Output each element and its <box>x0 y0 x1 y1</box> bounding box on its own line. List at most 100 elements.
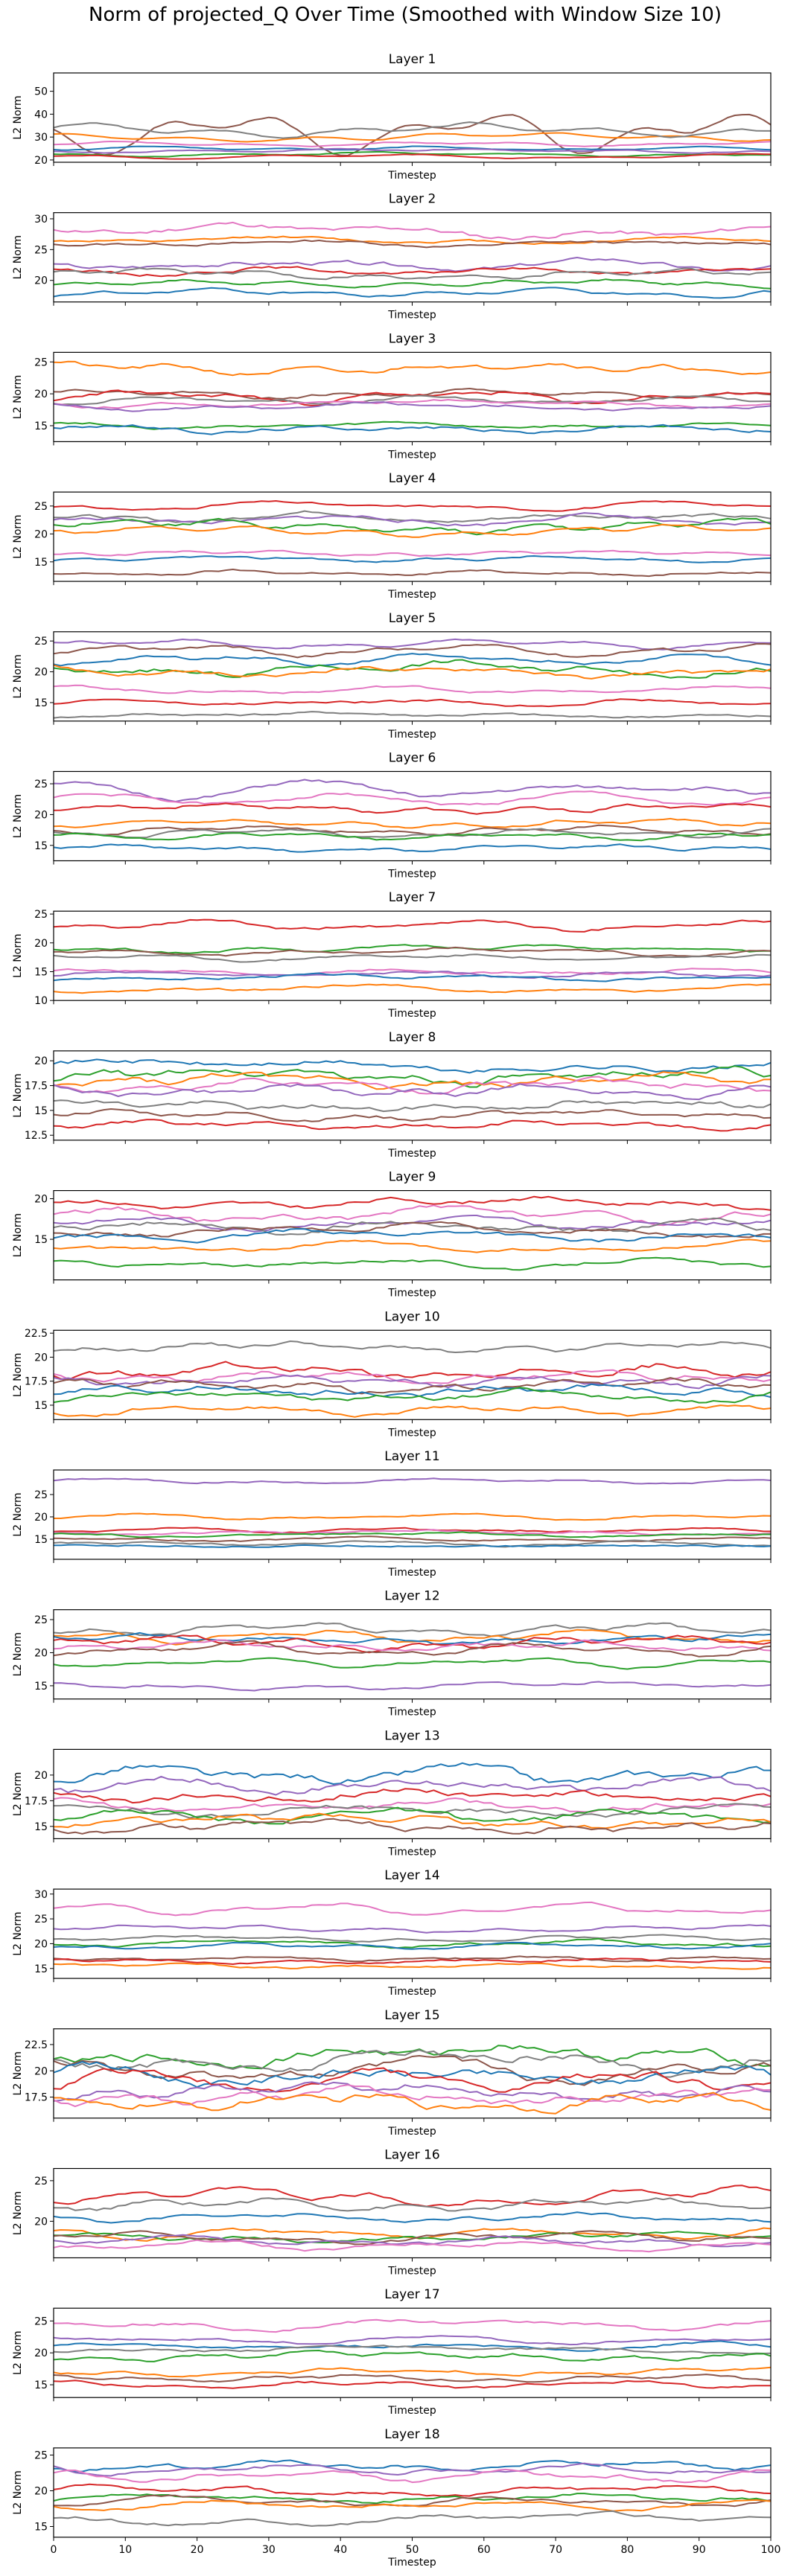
y-tick-label: 20 <box>34 1512 48 1524</box>
chart-title: Layer 1 <box>389 52 436 67</box>
chart-title: Layer 17 <box>384 2287 439 2302</box>
series-line-7 <box>53 278 772 290</box>
series-line-3 <box>53 1788 772 1804</box>
x-axis-label: Timestep <box>387 2126 436 2138</box>
y-tick-label: 20 <box>34 1055 48 1067</box>
chart-title: Layer 6 <box>389 751 436 766</box>
chart-layer-10: Layer 10 15 17.5 20 22.5 Timestep L2 Norm <box>12 1309 772 1439</box>
y-tick-label: 15 <box>34 1681 48 1693</box>
chart-layer-11: Layer 11 15 20 25 Timestep L2 Norm <box>12 1449 772 1579</box>
y-tick-label: 25 <box>34 2176 48 2187</box>
plot-frame <box>53 72 772 163</box>
y-axis-label: L2 Norm <box>12 1911 24 1955</box>
series-line-5 <box>53 824 772 837</box>
series-line-1 <box>53 779 771 802</box>
y-tick-label: 20 <box>34 389 48 400</box>
x-axis-label: Timestep <box>387 869 436 880</box>
series-line-7 <box>53 1108 772 1122</box>
y-tick-label: 20 <box>34 528 48 540</box>
y-tick-label: 25 <box>34 1614 48 1626</box>
series-line-1 <box>53 1762 772 1785</box>
series-line-8 <box>53 1681 772 1692</box>
y-axis-label: L2 Norm <box>12 2331 24 2375</box>
series-line-7 <box>53 1387 772 1404</box>
series-line-4 <box>53 517 772 536</box>
series-line-5 <box>53 1083 772 1101</box>
x-tick-label: 70 <box>549 2544 562 2556</box>
series-line-5 <box>53 399 772 409</box>
series-line-1 <box>53 1477 772 1485</box>
series-line-3 <box>53 512 772 527</box>
y-tick-label: 17.5 <box>25 1081 48 1093</box>
y-tick-label: 20 <box>34 809 48 821</box>
series-line-4 <box>53 2345 772 2355</box>
chart-title: Layer 8 <box>389 1030 436 1045</box>
series-line-2 <box>53 2335 772 2346</box>
series-line-8 <box>54 2091 772 2115</box>
series-line-2 <box>54 1512 772 1521</box>
x-axis-label: Timestep <box>387 729 436 741</box>
series-line-8 <box>53 424 772 435</box>
chart-title: Layer 13 <box>384 1728 439 1743</box>
x-tick-label: 80 <box>620 2544 634 2556</box>
y-tick-label: 15 <box>34 840 48 852</box>
y-tick-label: 40 <box>34 109 48 121</box>
series-line-8 <box>53 1962 772 1970</box>
series-line-1 <box>53 2459 772 2473</box>
y-tick-label: 20 <box>34 2216 48 2228</box>
series-line-3 <box>53 1934 772 1943</box>
series-line-7 <box>53 1657 772 1670</box>
chart-layer-15: Layer 15 17.5 20 22.5 Timestep L2 Norm <box>12 2008 772 2138</box>
chart-title: Layer 18 <box>384 2427 439 2442</box>
x-axis-label: Timestep <box>387 1148 436 1160</box>
chart-title: Layer 3 <box>389 331 436 346</box>
series-line-1 <box>53 1195 772 1211</box>
series-line-1 <box>53 113 772 156</box>
y-tick-label: 25 <box>34 244 48 256</box>
series-line-2 <box>53 2049 772 2078</box>
series-line-7 <box>53 972 772 982</box>
series-line-1 <box>53 500 772 512</box>
x-axis-label: Timestep <box>387 2405 436 2417</box>
series-line-5 <box>53 664 772 680</box>
y-tick-label: 15 <box>34 2522 48 2534</box>
series-line-1 <box>53 918 772 933</box>
chart-title: Layer 7 <box>389 890 436 905</box>
series-line-3 <box>53 2340 772 2352</box>
series-line-2 <box>53 2197 772 2212</box>
chart-layer-12: Layer 12 15 20 25 Timestep L2 Norm <box>12 1589 772 1719</box>
y-tick-label: 12.5 <box>25 1130 48 1142</box>
y-tick-label: 17.5 <box>25 2092 48 2104</box>
plot-frame <box>53 1888 772 1979</box>
y-axis-label: L2 Norm <box>12 1353 24 1397</box>
y-axis-label: L2 Norm <box>12 2051 24 2095</box>
y-axis-label: L2 Norm <box>12 1492 24 1536</box>
x-tick-label: 90 <box>693 2544 706 2556</box>
y-tick-label: 20 <box>34 2486 48 2498</box>
chart-layer-7: Layer 7 10 15 20 25 Timestep L2 Norm <box>12 890 772 1020</box>
y-tick-label: 22.5 <box>25 1328 48 1340</box>
x-axis-label: Timestep <box>387 1707 436 1719</box>
series-line-1 <box>54 2318 772 2333</box>
series-line-7 <box>53 1239 772 1253</box>
y-tick-label: 15 <box>34 966 48 978</box>
x-tick-label: 20 <box>191 2544 204 2556</box>
series-line-8 <box>53 569 772 578</box>
series-line-4 <box>53 2483 772 2497</box>
series-line-8 <box>53 2510 772 2527</box>
series-line-7 <box>53 832 772 842</box>
series-line-3 <box>53 802 772 815</box>
series-line-6 <box>53 828 772 839</box>
chart-title: Layer 4 <box>389 471 436 486</box>
y-tick-label: 20 <box>34 275 48 287</box>
series-line-3 <box>53 1527 771 1534</box>
x-axis-label: Timestep <box>387 310 436 322</box>
y-tick-label: 25 <box>34 501 48 513</box>
series-line-4 <box>53 1217 772 1236</box>
series-line-8 <box>53 983 772 994</box>
y-tick-label: 25 <box>34 1914 48 1925</box>
y-tick-label: 15 <box>34 1534 48 1546</box>
series-line-8 <box>53 1544 772 1548</box>
y-axis-label: L2 Norm <box>12 1772 24 1816</box>
